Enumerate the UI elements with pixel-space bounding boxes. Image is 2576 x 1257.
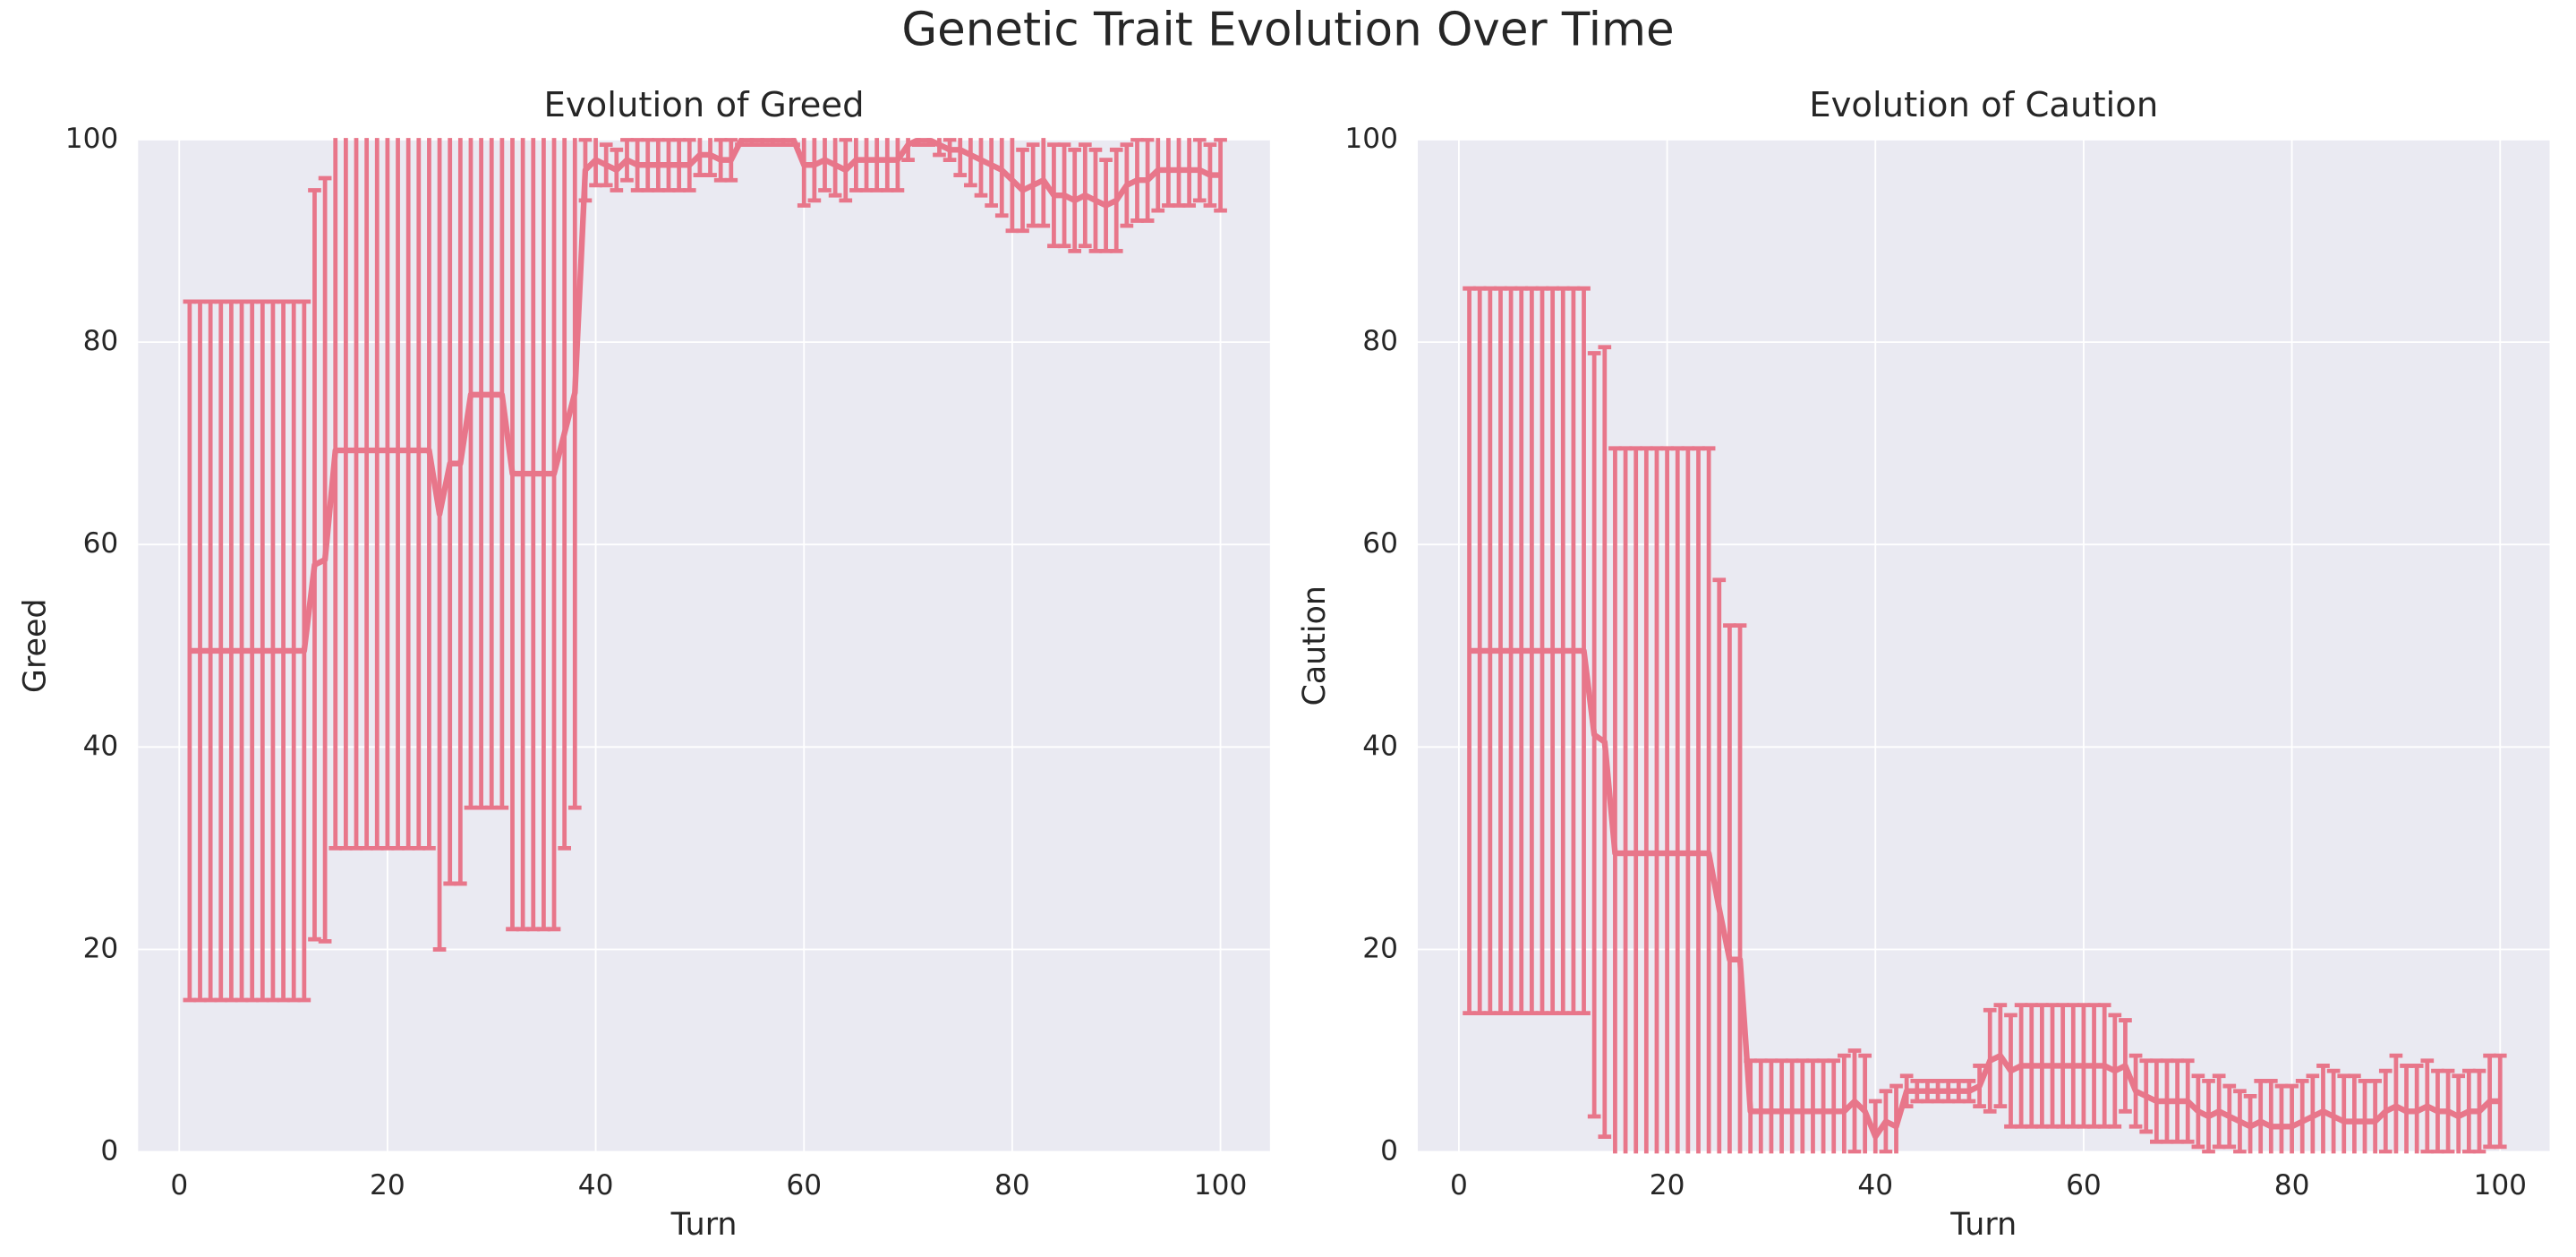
y-tick-label: 80 <box>83 325 119 357</box>
x-tick-label: 20 <box>1650 1169 1685 1201</box>
y-axis-label: Greed <box>18 598 54 693</box>
y-tick-label: 40 <box>1362 730 1398 762</box>
y-tick-label: 100 <box>65 123 119 155</box>
subplot-title: Evolution of Caution <box>1809 85 2158 125</box>
plot-background <box>1417 140 2550 1152</box>
y-tick-label: 0 <box>1380 1135 1398 1167</box>
mean-line <box>1469 647 2501 1140</box>
x-axis-label: Turn <box>1949 1207 2017 1243</box>
y-tick-label: 20 <box>83 932 119 964</box>
y-axis-label: Caution <box>1297 586 1333 706</box>
y-tick-label: 100 <box>1344 123 1398 155</box>
x-tick-label: 0 <box>170 1169 188 1201</box>
mean-line <box>189 138 1221 654</box>
x-tick-label: 80 <box>2274 1169 2310 1201</box>
plot-area <box>183 138 1227 1003</box>
y-tick-label: 60 <box>83 527 119 560</box>
y-tick-label: 80 <box>1362 325 1398 357</box>
x-tick-label: 20 <box>370 1169 405 1201</box>
y-tick-label: 60 <box>1362 527 1398 560</box>
x-axis-label: Turn <box>670 1207 738 1243</box>
y-tick-label: 20 <box>1362 932 1398 964</box>
plot-area <box>1463 286 2507 1154</box>
x-tick-label: 100 <box>2473 1169 2527 1201</box>
x-tick-label: 100 <box>1194 1169 1248 1201</box>
x-tick-label: 60 <box>2066 1169 2102 1201</box>
error-bar <box>1214 138 1227 213</box>
y-tick-label: 0 <box>100 1135 118 1167</box>
x-tick-label: 40 <box>578 1169 614 1201</box>
x-tick-label: 60 <box>786 1169 822 1201</box>
subplot-title: Evolution of Greed <box>544 85 865 125</box>
y-tick-label: 40 <box>83 730 119 762</box>
x-tick-label: 0 <box>1450 1169 1468 1201</box>
x-tick-label: 80 <box>994 1169 1030 1201</box>
x-tick-label: 40 <box>1857 1169 1893 1201</box>
figure-title: Genetic Trait Evolution Over Time <box>901 4 1674 57</box>
